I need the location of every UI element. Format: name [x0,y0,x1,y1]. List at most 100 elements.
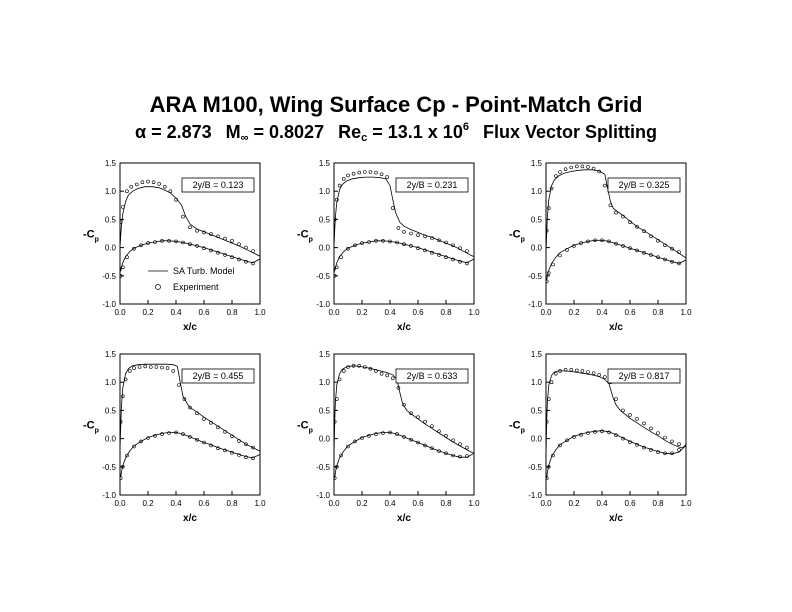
experiment-point [628,440,632,444]
experiment-point [465,261,469,266]
experiment-point [635,442,639,447]
plot-area [120,179,260,278]
experiment-point [593,238,597,243]
y-tick-label: 0.5 [531,215,543,224]
experiment-point [602,183,607,188]
experiment-point [182,397,187,401]
legend-experiment-label: Experiment [173,282,219,292]
experiment-point [614,397,618,401]
station-label: 2y/B = 0.123 [193,180,244,190]
experiment-point [163,184,167,189]
experiment-point [558,443,562,448]
station-label: 2y/B = 0.633 [407,371,458,381]
x-tick-label: 1.0 [468,308,480,317]
experiment-point [368,170,373,174]
x-tick-label: 1.0 [680,499,692,508]
experiment-point [663,243,667,248]
experiment-point [677,261,681,266]
experiment-point [614,210,618,215]
experiment-point [353,243,357,248]
experiment-point [374,170,378,175]
experiment-point [143,364,147,369]
x-tick-label: 1.0 [254,308,266,317]
y-axis-label-subscript: p [521,237,525,244]
experiment-point [160,365,164,370]
experiment-point [553,371,558,376]
experiment-point [334,419,337,424]
scheme-label: Flux Vector Splitting [482,122,657,142]
y-tick-label: 0.5 [319,406,331,415]
y-tick-label: 0.0 [531,244,543,253]
chart-1: 0.0 0.2 0.4 0.6 0.8 1.0 -1.0 -0.5 0.0 0.5 1.0 1.5 x/… [83,159,266,333]
alpha-value: = 2.873 [151,122,212,142]
experiment-point [551,262,555,267]
experiment-point [600,429,604,434]
experiment-point [223,429,227,434]
experiment-point [139,439,143,444]
experiment-point [334,397,339,401]
experiment-point [346,444,350,449]
experiment-point [341,177,346,181]
experiment-point [367,433,371,438]
experiment-point [416,246,420,250]
station-label-box [395,368,469,384]
experiment-point [586,239,590,244]
model-curve [546,239,686,281]
x-tick-label: 0.8 [226,499,238,508]
y-tick-label: -0.5 [316,272,330,281]
station-label-box [181,177,255,193]
x-tick-label: 0.6 [198,308,210,317]
experiment-point [580,369,585,373]
experiment-point [586,165,590,169]
x-axis-label: x/c [183,513,197,524]
x-axis-label: x/c [609,322,623,333]
y-axis-label-subscript: p [309,237,313,244]
y-tick-label: 1.5 [319,350,331,359]
x-tick-label: 0.8 [440,308,452,317]
experiment-point [154,365,159,369]
y-tick-label: 1.0 [531,378,543,387]
experiment-point [656,239,660,243]
chart-4: 0.0 0.2 0.4 0.6 0.8 1.0 -1.0 -0.5 0.0 0.5 1.0 1.5 x/… [83,350,266,524]
experiment-point [409,437,413,442]
model-curve [120,432,260,478]
y-tick-label: -1.0 [316,300,330,309]
experiment-point [451,257,455,262]
experiment-point [346,173,350,178]
y-axis-label: -Cp [83,229,99,244]
y-tick-label: -0.5 [316,463,330,472]
experiment-point [430,250,434,255]
experiment-point [642,229,646,233]
experiment-point [334,197,339,202]
experiment-point [139,243,143,248]
x-tick-label: 0.4 [170,308,182,317]
experiment-point [635,224,639,229]
experiment-point [586,370,590,374]
reynolds-value: = 13.1 x 10 [372,122,463,142]
alpha-symbol: α [135,122,147,142]
experiment-point [546,206,551,210]
y-tick-label: 0.0 [319,244,331,253]
experiment-point [565,438,569,443]
experiment-point [579,241,583,245]
experiment-point [416,233,420,237]
experiment-point [165,366,170,370]
experiment-point [546,279,549,284]
experiment-point [379,172,384,177]
plot-frame [119,353,261,496]
experiment-point [608,203,613,208]
experiment-point [177,383,181,387]
x-tick-label: 1.0 [468,499,480,508]
experiment-point [563,167,568,171]
experiment-point [385,175,390,179]
experiment-point [402,435,406,439]
experiment-point [546,419,549,424]
experiment-point [374,432,378,436]
experiment-point [656,431,660,435]
x-tick-label: 0.2 [356,499,368,508]
experiment-point [670,259,674,264]
x-tick-label: 0.6 [624,308,636,317]
experiment-point [209,248,213,253]
y-tick-label: 0.5 [105,215,117,224]
